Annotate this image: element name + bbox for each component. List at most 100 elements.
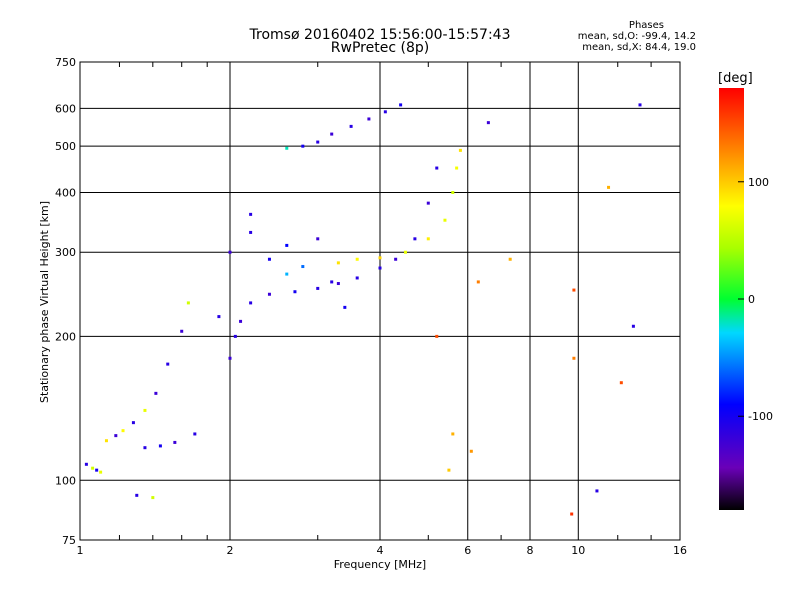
echo-point (330, 132, 334, 136)
phase-stats: Phases mean, sd,O: -99.4, 14.2 mean, sd,… (560, 20, 696, 53)
echo-point (249, 212, 253, 216)
chart-subtitle: RwPretec (8p) (330, 40, 430, 56)
y-tick-label: 200 (55, 330, 76, 343)
echo-point (84, 462, 88, 466)
echo-point (476, 280, 480, 284)
echo-point (572, 288, 576, 292)
echo-point (158, 444, 162, 448)
echo-point (403, 250, 407, 254)
echo-point (143, 408, 147, 412)
echo-point (193, 432, 197, 436)
x-tick-label: 6 (464, 544, 471, 557)
echo-point (121, 429, 125, 433)
echo-point (135, 493, 139, 497)
y-tick-label: 600 (55, 102, 76, 115)
echo-point (131, 421, 135, 425)
echo-point (607, 185, 611, 189)
echo-point (572, 356, 576, 360)
x-tick-label: 4 (377, 544, 384, 557)
y-tick-label: 75 (62, 534, 76, 547)
echo-point (619, 381, 623, 385)
echo-point (143, 446, 147, 450)
phase-title: Phases (628, 20, 664, 31)
echo-point (293, 290, 297, 294)
echo-point (154, 391, 158, 395)
echo-point (99, 470, 103, 474)
echo-point (228, 356, 232, 360)
echo-point (316, 286, 320, 290)
echo-point (180, 329, 184, 333)
echo-point (378, 256, 382, 260)
echo-point (394, 257, 398, 261)
echo-point (638, 103, 642, 107)
echo-point (104, 439, 108, 443)
echo-point (267, 292, 271, 296)
echo-point (486, 121, 490, 125)
echo-point (426, 201, 430, 205)
echo-point (285, 272, 289, 276)
phase-o-stats: mean, sd,O: -99.4, 14.2 (577, 31, 696, 42)
echo-point (399, 103, 403, 107)
echo-point (316, 237, 320, 241)
echo-point (114, 434, 118, 438)
plot-frame (79, 61, 681, 541)
echo-point (355, 257, 359, 261)
echo-point (435, 334, 439, 338)
echo-point (166, 362, 170, 366)
echo-point (239, 319, 243, 323)
echo-point (413, 237, 417, 241)
echo-point (217, 315, 221, 319)
echo-point (469, 449, 473, 453)
echo-point (443, 218, 447, 222)
colorbar-label: [deg] (718, 71, 753, 86)
echo-point (355, 276, 359, 280)
echo-point (378, 266, 382, 270)
echo-point (330, 280, 334, 284)
x-tick-label: 16 (673, 544, 687, 557)
y-tick-label: 100 (55, 474, 76, 487)
y-tick-label: 300 (55, 246, 76, 259)
colorbar-tick-label: 0 (748, 293, 755, 306)
echo-point (451, 432, 455, 436)
echo-point (367, 117, 371, 121)
x-tick-label: 10 (571, 544, 585, 557)
echo-point (95, 468, 99, 472)
echo-point (301, 144, 305, 148)
echo-point (451, 190, 455, 194)
colorbar-tick-label: -100 (748, 410, 773, 423)
y-tick-label: 750 (55, 56, 76, 69)
echo-point (455, 166, 459, 170)
echo-point (570, 512, 574, 516)
echo-point (336, 282, 340, 286)
y-tick-label: 500 (55, 140, 76, 153)
echo-point (233, 334, 237, 338)
x-axis-label: Frequency [MHz] (334, 558, 426, 571)
echo-point (508, 257, 512, 261)
echo-point (301, 265, 305, 269)
echo-point (285, 146, 289, 150)
phase-x-stats: mean, sd,X: 84.4, 19.0 (582, 42, 696, 53)
echo-point (343, 305, 347, 309)
echo-point (249, 230, 253, 234)
echo-point (151, 496, 155, 500)
echo-point (349, 124, 353, 128)
echo-point (249, 301, 253, 305)
echo-point (458, 148, 462, 152)
echo-point (426, 237, 430, 241)
echo-point (173, 440, 177, 444)
x-tick-label: 8 (527, 544, 534, 557)
x-tick-label: 1 (77, 544, 84, 557)
y-axis-label: Stationary phase Virtual Height [km] (38, 201, 51, 403)
echo-point (267, 257, 271, 261)
echo-point (336, 261, 340, 265)
echo-point (595, 489, 599, 493)
echo-point (631, 324, 635, 328)
chart-title: Tromsø 20160402 15:56:00-15:57:43 (249, 27, 511, 43)
echo-point (285, 243, 289, 247)
echo-point (91, 466, 95, 470)
y-tick-label: 400 (55, 186, 76, 199)
echo-point (435, 166, 439, 170)
x-tick-label: 2 (227, 544, 234, 557)
